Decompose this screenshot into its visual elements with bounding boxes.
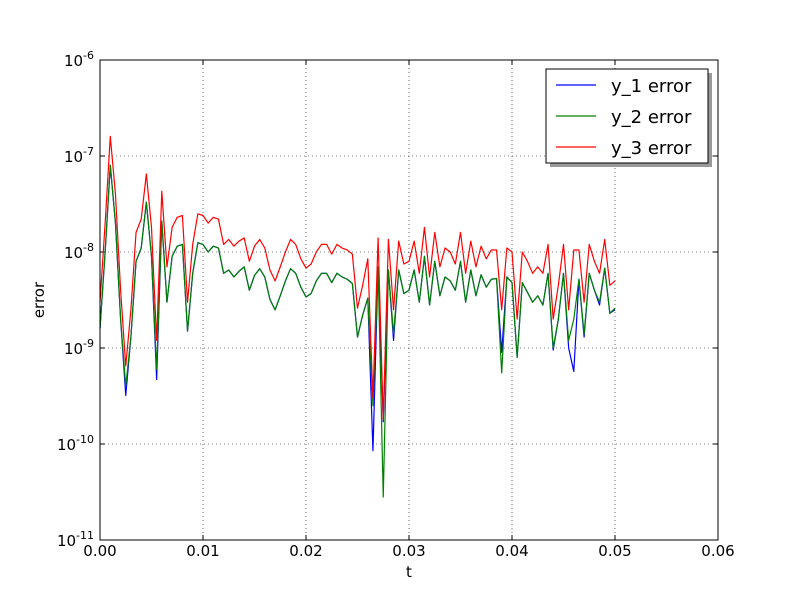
y-tick-label: 10-6 — [64, 49, 94, 70]
x-tick-label: 0.03 — [392, 542, 425, 560]
y-tick-label: 10-8 — [64, 241, 94, 262]
x-tick-label: 0.04 — [495, 542, 528, 560]
legend-label: y_2 error — [611, 107, 692, 128]
legend-label: y_1 error — [611, 76, 692, 97]
series-line — [99, 135, 616, 421]
x-axis-label: t — [406, 563, 412, 581]
legend-label: y_3 error — [611, 138, 692, 159]
x-tick-label: 0.05 — [598, 542, 631, 560]
y-axis-label: error — [30, 281, 48, 318]
y-tick-label: 10-7 — [64, 145, 94, 166]
x-tick-label: 0.01 — [186, 542, 219, 560]
y-tick-label: 10-9 — [64, 337, 94, 358]
x-tick-label: 0.06 — [701, 542, 734, 560]
x-tick-label: 0.02 — [289, 542, 322, 560]
y-tick-label: 10-11 — [57, 529, 94, 550]
x-tick-label: 0.00 — [83, 542, 116, 560]
plot-frame — [99, 59, 719, 541]
y-tick-label: 10-10 — [57, 433, 94, 454]
series-line — [99, 164, 616, 498]
